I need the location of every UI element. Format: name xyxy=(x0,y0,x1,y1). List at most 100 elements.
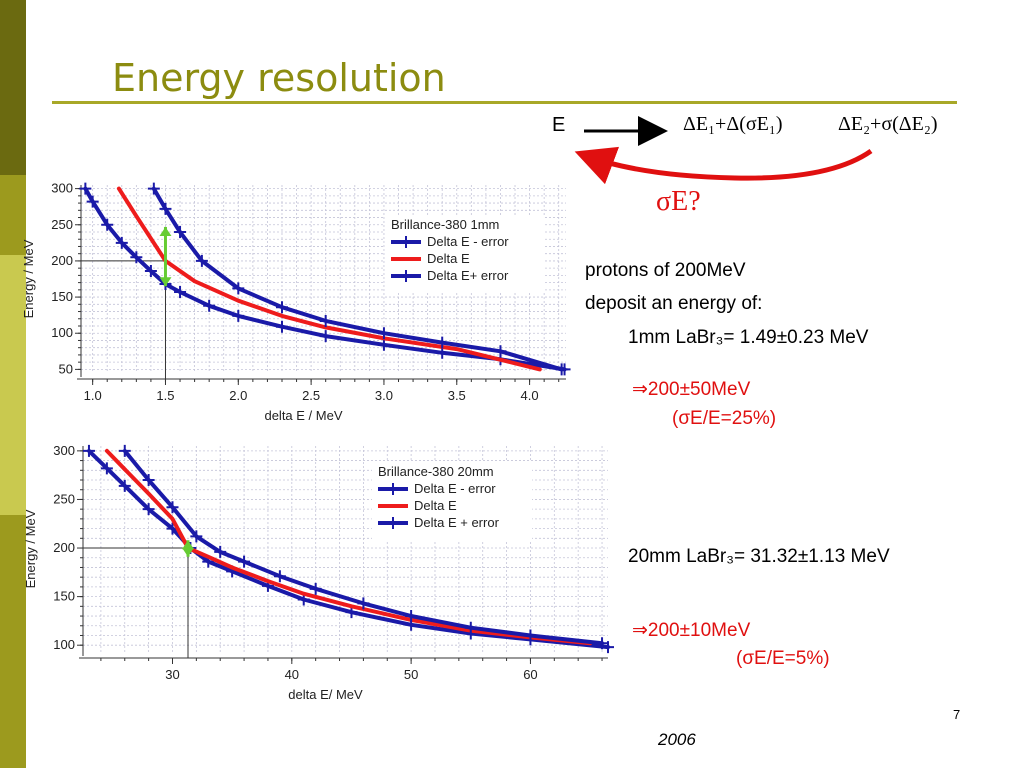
c2-series-2-point xyxy=(309,582,322,595)
c1-series-0-point xyxy=(275,320,288,333)
c1-series-0-point xyxy=(130,251,143,264)
c1-series-0-point xyxy=(174,286,187,299)
c1-series-1-line xyxy=(116,186,542,372)
decor-bar-dark xyxy=(0,0,26,175)
c2-series-2-point xyxy=(357,597,370,610)
e-label: E xyxy=(552,114,566,136)
c1-x-tick-label: 2.0 xyxy=(229,388,247,403)
c1-x-tick-label: 4.0 xyxy=(521,388,539,403)
c2-series-2-point xyxy=(596,637,609,650)
return-arrow xyxy=(574,146,873,185)
c2-x-tick-label: 60 xyxy=(523,667,537,682)
c2-series-2-point xyxy=(118,444,131,457)
resolution-1mm: (σE/E=25%) xyxy=(672,408,777,429)
c1-series-2-point xyxy=(147,182,160,195)
c1-y-axis-label: Energy / MeV xyxy=(21,239,36,318)
page-number: 7 xyxy=(953,707,961,722)
c2-series-2-point xyxy=(238,555,251,568)
c1-legend-bg xyxy=(385,215,545,293)
formula-2: ΔE₂+σ(ΔE₂) xyxy=(838,113,938,135)
c1-series-0-point xyxy=(101,218,114,231)
c1-legend-title: Brillance-380 1mm xyxy=(391,217,499,232)
c1-error-arrow-head-bottom xyxy=(159,277,172,287)
c2-error-arrow-head-bottom xyxy=(182,547,194,557)
decor-bar-bottom xyxy=(0,515,26,768)
note-protons: protons of 200MeV xyxy=(585,260,746,281)
c1-y-tick-label: 300 xyxy=(51,181,73,196)
c1-series-0-point xyxy=(86,195,99,208)
c2-series-0-point xyxy=(142,503,155,516)
result-20mm: ⇒200±10MeV xyxy=(632,620,751,641)
decor-bar-mid xyxy=(0,175,26,255)
c2-series-2-point xyxy=(524,629,537,642)
c2-series-2-point xyxy=(166,501,179,514)
resolution-20mm: (σE/E=5%) xyxy=(736,648,830,669)
c1-series-0-point xyxy=(203,299,216,312)
formula-1: ΔE₁+Δ(σE₁) xyxy=(683,113,783,135)
c2-legend-label-1: Delta E xyxy=(414,498,457,513)
decor-bar-light xyxy=(0,255,26,515)
c1-series-2-point xyxy=(159,202,172,215)
c1-series-2-point xyxy=(174,226,187,238)
c2-series-1-line xyxy=(104,448,593,646)
c1-legend-label-0: Delta E - error xyxy=(427,234,509,249)
c1-series-0-point xyxy=(144,265,157,278)
c2-series-2-point xyxy=(214,545,227,558)
c2-series-2-point xyxy=(273,570,286,583)
c1-series-0-point xyxy=(115,236,128,249)
c1-error-arrow-head-top xyxy=(159,226,172,236)
c2-legend-label-0: Delta E - error xyxy=(414,481,496,496)
c2-y-tick-label: 300 xyxy=(53,443,75,458)
c1-series-0-line xyxy=(83,186,567,372)
c2-error-arrow-head-top xyxy=(182,540,194,550)
c2-legend-bg xyxy=(372,462,532,540)
c1-series-2-point xyxy=(232,282,245,295)
c1-series-0-point xyxy=(232,309,245,322)
c1-series-0-point xyxy=(377,338,390,351)
c1-legend-label-1: Delta E xyxy=(427,251,470,266)
c2-series-2-point xyxy=(405,610,418,623)
c1-y-tick-label: 100 xyxy=(51,325,73,340)
c1-y-tick-label: 200 xyxy=(51,253,73,268)
c2-series-0-point xyxy=(82,444,95,457)
c1-y-tick-label: 50 xyxy=(59,361,73,376)
c1-legend: Brillance-380 1mm Delta E - error Delta E D… xyxy=(385,215,545,293)
c2-y-axis-label: Energy / MeV xyxy=(23,509,38,588)
c1-x-tick-label: 2.5 xyxy=(302,388,320,403)
note-deposit: deposit an energy of: xyxy=(585,293,763,314)
c1-series-2-point xyxy=(555,363,568,376)
c2-series-2-point xyxy=(142,474,155,487)
c1-y-tick-label: 150 xyxy=(51,289,73,304)
c2-x-axis-label: delta E/ MeV xyxy=(288,687,363,702)
c2-x-tick-label: 30 xyxy=(165,667,179,682)
c1-x-tick-label: 1.0 xyxy=(84,388,102,403)
c2-series-0-point xyxy=(118,479,131,492)
result-1mm: ⇒200±50MeV xyxy=(632,379,751,400)
c1-series-2-point xyxy=(275,301,288,314)
note-20mm: 20mm LaBr₃= 31.32±1.13 MeV xyxy=(628,546,890,567)
c1-x-tick-label: 3.5 xyxy=(448,388,466,403)
c2-y-tick-label: 200 xyxy=(53,540,75,555)
slide-title: Energy resolution xyxy=(112,56,446,100)
year-label: 2006 xyxy=(658,730,696,749)
c1-series-2-point xyxy=(377,327,390,340)
c1-x-tick-label: 3.0 xyxy=(375,388,393,403)
c2-y-tick-label: 250 xyxy=(53,491,75,506)
c2-x-tick-label: 50 xyxy=(404,667,418,682)
c2-legend: Brillance-380 20mm Delta E - error Delta E… xyxy=(372,462,532,540)
c1-y-tick-label: 250 xyxy=(51,217,73,232)
c1-series-0-point xyxy=(79,182,92,195)
c1-legend-label-2: Delta E+ error xyxy=(427,268,509,283)
c1-series-2-point xyxy=(436,336,449,349)
c2-series-0-point xyxy=(100,462,113,475)
c2-x-tick-label: 40 xyxy=(285,667,299,682)
c2-y-tick-label: 150 xyxy=(53,589,75,604)
c1-series-2-point xyxy=(319,314,332,327)
c1-x-tick-label: 1.5 xyxy=(156,388,174,403)
sigma-e-question: σE? xyxy=(656,186,701,217)
c2-series-2-point xyxy=(190,530,203,543)
c2-legend-title: Brillance-380 20mm xyxy=(378,464,494,479)
